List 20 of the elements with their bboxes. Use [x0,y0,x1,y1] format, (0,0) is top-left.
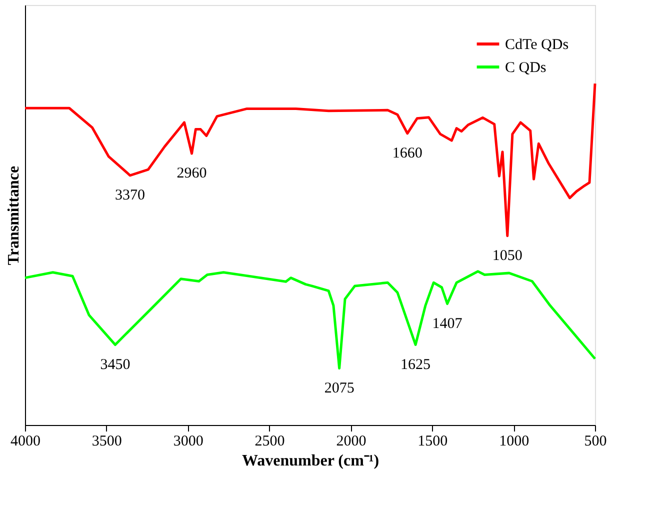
annotation: 1625 [400,356,431,373]
x-tick-label: 1500 [418,434,448,450]
legend-label: CdTe QDs [505,37,569,53]
x-tick-label: 500 [584,434,607,450]
annotation: 1407 [432,316,463,332]
x-tick-label: 1000 [499,434,530,450]
annotation: 1050 [492,248,522,264]
x-axis-title: Wavenumber (cm⁻¹) [242,452,380,470]
x-tick-label: 3500 [92,434,122,450]
x-tick-label: 2500 [254,434,285,450]
y-axis-title: Transmittance [6,166,22,266]
annotation: 2960 [176,166,207,182]
annotation: 3370 [115,187,146,204]
annotation: 1660 [392,145,422,162]
x-tick-label: 3000 [173,434,204,450]
annotation: 2075 [324,380,354,396]
x-tick-label: 2000 [336,434,366,450]
annotation: 3450 [100,356,130,373]
legend-label: C QDs [505,60,546,76]
x-tick-label: 4000 [10,434,40,450]
